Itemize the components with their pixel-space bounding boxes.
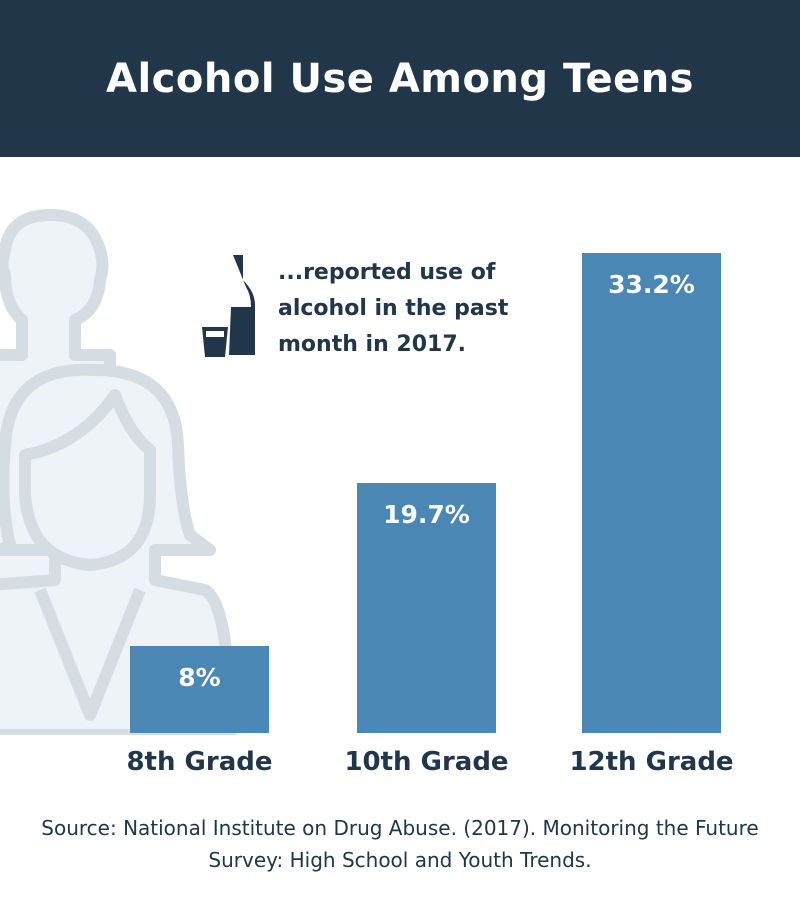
source-citation: Source: National Institute on Drug Abuse…	[0, 812, 800, 876]
category-label: 12th Grade	[569, 747, 733, 777]
bar-chart: 8% 8th Grade 19.7% 10th Grade 33.2% 12th Grad…	[126, 253, 734, 777]
bar-1	[357, 483, 496, 733]
category-label: 8th Grade	[126, 747, 272, 777]
page-title: Alcohol Use Among Teens	[106, 55, 694, 102]
header-banner: Alcohol Use Among Teens	[0, 0, 800, 157]
teens-illustration	[0, 209, 236, 735]
data-label: 33.2%	[608, 270, 695, 299]
source-line-1: Source: National Institute on Drug Abuse…	[41, 816, 759, 840]
bar-0	[130, 646, 269, 733]
wine-bottle-glass-icon	[202, 255, 255, 357]
note: ...reported use of alcohol in the past m…	[200, 255, 508, 360]
note-text: ...reported use of alcohol in the past m…	[278, 260, 509, 357]
category-label: 10th Grade	[344, 747, 508, 777]
bar-2	[582, 253, 721, 733]
source-line-2: Survey: High School and Youth Trends.	[208, 848, 592, 872]
data-label: 19.7%	[383, 500, 470, 529]
data-label: 8%	[178, 663, 220, 692]
girl-collar	[34, 587, 146, 721]
girl-face	[19, 389, 156, 571]
